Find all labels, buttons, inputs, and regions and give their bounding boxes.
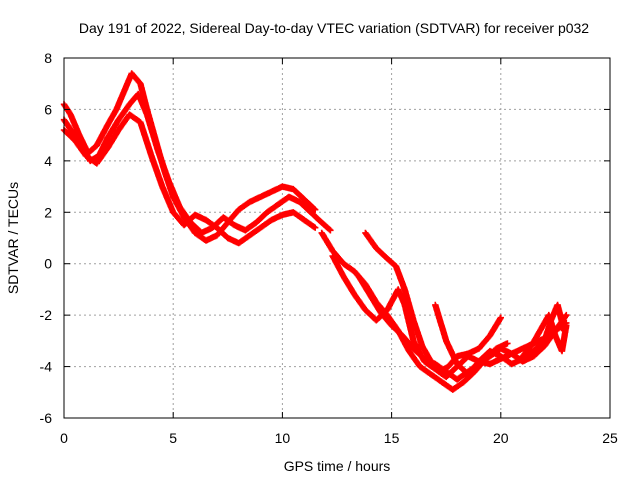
y-tick-label: -2	[40, 307, 53, 323]
x-tick-labels: 0 5 10 15 20 25	[60, 430, 618, 446]
y-tick-label: 0	[44, 256, 52, 272]
x-tick-label: 10	[275, 430, 291, 446]
axis-ticks	[63, 57, 611, 419]
x-axis-label: GPS time / hours	[284, 458, 391, 474]
y-tick-label: 8	[44, 50, 52, 66]
y-tick-label: -4	[40, 359, 53, 375]
y-tick-label: 2	[44, 204, 52, 220]
data-series-trace-i	[519, 311, 570, 360]
data-series-trace-g	[362, 229, 504, 375]
grid-lines	[64, 58, 610, 418]
x-tick-label: 5	[169, 430, 177, 446]
y-tick-label: -6	[40, 410, 53, 426]
chart-title: Day 191 of 2022, Sidereal Day-to-day VTE…	[79, 20, 589, 36]
x-tick-label: 25	[602, 430, 618, 446]
x-tick-label: 0	[60, 430, 68, 446]
x-tick-label: 20	[493, 430, 509, 446]
data-series-trace-h	[432, 301, 568, 378]
y-tick-label: 4	[44, 153, 52, 169]
y-axis-label: SDTVAR / TECUs	[5, 182, 21, 294]
y-tick-label: 6	[44, 101, 52, 117]
y-tick-labels: -6 -4 -2 0 2 4 6 8	[40, 50, 53, 426]
x-tick-label: 15	[384, 430, 400, 446]
plot-frame	[63, 57, 611, 419]
